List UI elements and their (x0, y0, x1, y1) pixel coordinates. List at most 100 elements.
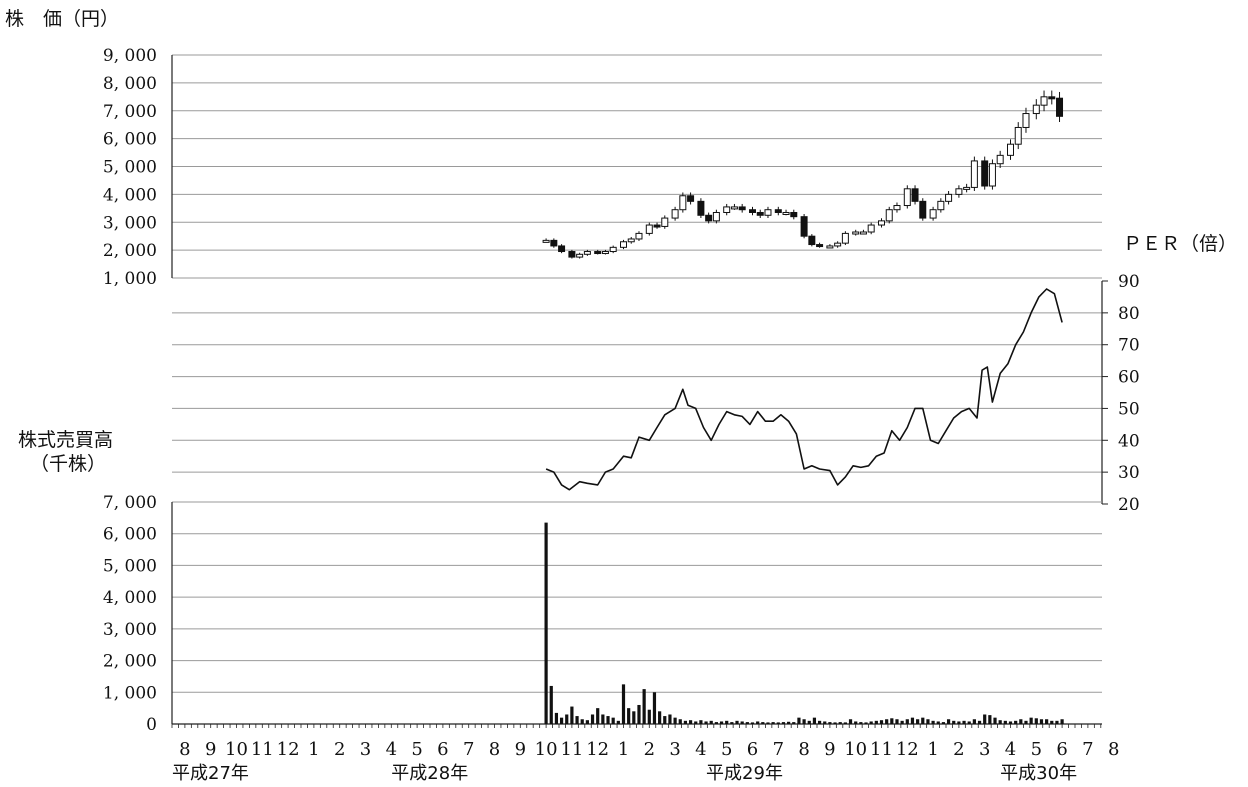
month-label: 12 (586, 739, 609, 760)
volume-bar (885, 719, 889, 724)
volume-bar (859, 722, 863, 724)
month-label: 7 (463, 739, 474, 760)
volume-bar (632, 711, 636, 724)
month-label: 8 (489, 739, 500, 760)
volume-bar (565, 714, 569, 724)
volume-bar (580, 719, 584, 724)
price-candle (859, 231, 867, 235)
volume-bar (952, 720, 956, 724)
price-candle (756, 211, 764, 216)
price-panel: 9, 000 8, 000 7, 000 6, 000 5, 000 4, 000 3, 0… (103, 46, 1102, 289)
price-candle (671, 209, 679, 219)
volume-bar (988, 715, 992, 724)
per-tick-label: 40 (1118, 431, 1140, 451)
month-label: 7 (1082, 739, 1093, 760)
price-tick-label: 5, 000 (103, 158, 157, 178)
month-label: 3 (360, 739, 371, 760)
volume-bar (910, 717, 915, 724)
price-candle (988, 163, 996, 187)
month-label: 8 (1108, 739, 1119, 760)
per-axis-title: ＰＥＲ（倍） (1123, 233, 1237, 255)
price-candle (878, 220, 885, 226)
volume-bar (559, 717, 564, 724)
year-label: 平成28年 (391, 763, 468, 784)
volume-bar (792, 722, 796, 724)
price-candle (576, 253, 584, 258)
per-line (545, 288, 1063, 491)
volume-bar (652, 692, 657, 724)
volume-bar (554, 712, 559, 724)
volume-bar (1055, 720, 1059, 724)
month-label: 5 (721, 739, 732, 760)
price-candle (841, 232, 849, 244)
price-tick-label: 2, 000 (103, 241, 157, 261)
volume-bar (972, 719, 976, 724)
price-candle (627, 238, 635, 243)
price-candle (893, 205, 901, 211)
volume-axis-title: 株式売買高 (18, 429, 113, 451)
volume-bar (916, 719, 920, 724)
price-candle (601, 251, 609, 255)
price-candle (790, 211, 798, 218)
month-label: 2 (953, 739, 964, 760)
volume-bar (570, 706, 574, 724)
volume-bar (864, 722, 868, 724)
price-tick-label: 9, 000 (103, 46, 157, 66)
month-label: 10 (535, 739, 558, 760)
volume-bar (673, 717, 677, 724)
volume-bar (694, 721, 698, 724)
volume-bar (596, 708, 600, 724)
volume-bar (601, 714, 605, 724)
volume-bar (647, 709, 651, 724)
price-tick-label: 8, 000 (103, 74, 157, 94)
month-label: 6 (437, 739, 448, 760)
volume-bar (1024, 720, 1028, 724)
volume-bar (781, 722, 786, 724)
price-candle (955, 188, 963, 195)
volume-bar (714, 722, 718, 724)
volume-bar (879, 720, 884, 724)
volume-tick-label: 0 (146, 715, 157, 735)
volume-bar (704, 721, 708, 724)
volume-bar (725, 720, 729, 724)
price-candle (963, 186, 971, 190)
month-label: 4 (695, 739, 706, 760)
volume-bar (761, 722, 765, 724)
price-candle (764, 209, 772, 216)
price-candle (970, 160, 978, 188)
price-candle (867, 224, 875, 233)
price-candle (937, 200, 945, 211)
per-tick-label: 30 (1118, 463, 1140, 483)
volume-bar (745, 722, 749, 724)
price-tick-label: 6, 000 (103, 130, 157, 150)
volume-bar (874, 720, 878, 724)
month-label: 3 (979, 739, 990, 760)
price-candle (1007, 143, 1014, 156)
price-candle (594, 251, 602, 255)
price-candle (550, 239, 558, 247)
volume-bar (642, 689, 646, 724)
volume-bar (709, 720, 713, 724)
price-tick-label: 1, 000 (103, 269, 157, 289)
price-candle (609, 246, 617, 253)
price-candle (697, 200, 705, 216)
volume-bar (962, 720, 966, 724)
volume-bar (848, 719, 853, 724)
volume-bar (1003, 720, 1007, 724)
volume-bar (1039, 719, 1044, 724)
price-candle (1032, 104, 1040, 115)
per-tick-label: 70 (1118, 336, 1140, 356)
price-candle (705, 214, 713, 222)
price-candle (1040, 96, 1048, 106)
price-tick-label: 7, 000 (103, 102, 157, 122)
month-label: 11 (251, 739, 274, 760)
volume-bar (890, 718, 894, 724)
volume-bar (926, 719, 930, 724)
volume-tick-label: 6, 000 (103, 525, 157, 545)
volume-bar (1045, 719, 1049, 724)
volume-bar (699, 720, 703, 724)
per-tick-label: 60 (1118, 368, 1140, 388)
month-label: 5 (1031, 739, 1042, 760)
per-tick-label: 80 (1118, 304, 1140, 324)
volume-bar (869, 721, 873, 724)
